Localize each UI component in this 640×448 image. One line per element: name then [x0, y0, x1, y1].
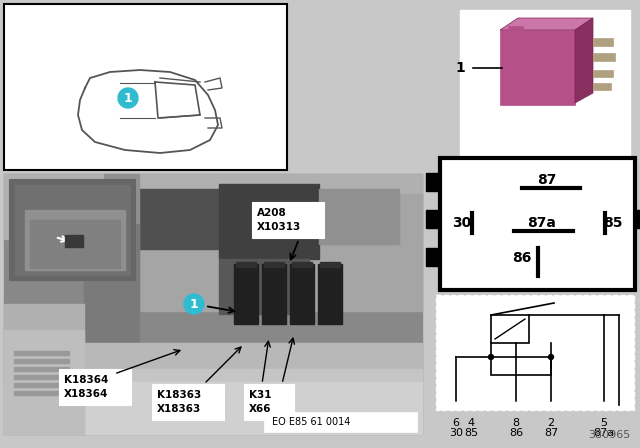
Bar [320, 262, 340, 267]
Text: 87a: 87a [593, 428, 614, 438]
Bar [244, 384, 294, 420]
Text: 85: 85 [464, 428, 478, 438]
Bar [4, 330, 84, 434]
Bar [593, 38, 613, 46]
Circle shape [488, 354, 493, 359]
Polygon shape [500, 18, 593, 30]
Bar [436, 295, 634, 410]
Bar [236, 262, 256, 267]
Bar [4, 4, 287, 170]
Text: X18364: X18364 [64, 389, 108, 399]
Circle shape [94, 109, 100, 115]
Bar [14, 383, 69, 387]
Text: 4: 4 [467, 418, 475, 428]
Text: 85: 85 [604, 216, 623, 230]
Bar [426, 210, 440, 228]
Bar [440, 158, 635, 290]
Bar [593, 83, 611, 90]
Bar [219, 259, 309, 314]
Bar [593, 70, 613, 77]
Bar [460, 10, 630, 155]
Circle shape [118, 88, 138, 108]
Text: K18363: K18363 [157, 390, 201, 400]
Text: K18364: K18364 [64, 375, 108, 385]
Bar [4, 174, 422, 239]
Bar [84, 224, 139, 354]
Bar [319, 189, 399, 244]
Text: 1: 1 [455, 61, 465, 75]
Text: EO E85 61 0014: EO E85 61 0014 [272, 417, 350, 427]
Text: 30: 30 [452, 216, 472, 230]
Bar [15, 185, 130, 275]
Bar [104, 194, 422, 311]
Circle shape [513, 402, 520, 409]
Bar [152, 384, 224, 420]
Text: 5: 5 [600, 418, 607, 428]
Circle shape [467, 402, 474, 409]
Text: 30: 30 [449, 428, 463, 438]
Bar [500, 30, 575, 105]
Bar [25, 210, 125, 270]
Text: X18363: X18363 [157, 404, 201, 414]
Text: 87: 87 [538, 173, 557, 187]
Text: 1: 1 [189, 297, 198, 310]
Text: X66: X66 [249, 404, 271, 414]
Text: 87: 87 [544, 428, 558, 438]
Circle shape [452, 402, 460, 409]
Bar [134, 189, 219, 249]
Bar [508, 26, 523, 34]
Bar [30, 220, 120, 268]
Bar [264, 262, 284, 267]
Bar [234, 264, 258, 324]
Bar [635, 210, 640, 228]
Circle shape [547, 402, 554, 409]
Bar [4, 382, 422, 434]
Polygon shape [575, 18, 593, 103]
Bar [14, 351, 69, 355]
Bar [4, 343, 422, 395]
Bar [14, 359, 69, 363]
Text: 86: 86 [512, 251, 532, 265]
Bar [65, 235, 83, 247]
Text: X10313: X10313 [257, 222, 301, 232]
Bar [262, 264, 286, 324]
Circle shape [548, 354, 554, 359]
Text: 6: 6 [452, 418, 460, 428]
Bar [318, 264, 342, 324]
Bar [4, 304, 84, 434]
Bar [14, 375, 69, 379]
Bar [59, 369, 131, 405]
Text: 86: 86 [509, 428, 523, 438]
Bar [491, 315, 529, 343]
Bar [14, 367, 69, 371]
Circle shape [600, 402, 607, 409]
Bar [491, 357, 551, 375]
Text: 1: 1 [124, 91, 132, 104]
Bar [219, 184, 319, 259]
Bar [104, 174, 139, 356]
Bar [426, 248, 440, 266]
Text: 87a: 87a [527, 216, 556, 230]
Bar [292, 262, 312, 267]
Bar [10, 180, 135, 280]
Bar [426, 173, 440, 191]
Bar [4, 174, 422, 434]
Bar [593, 53, 615, 61]
Circle shape [184, 294, 204, 314]
Text: 380965: 380965 [588, 430, 630, 440]
Text: K31: K31 [249, 390, 271, 400]
Bar [4, 369, 422, 434]
Text: 8: 8 [513, 418, 520, 428]
Bar [264, 412, 417, 432]
Bar [252, 202, 324, 238]
Text: 2: 2 [547, 418, 555, 428]
Text: A208: A208 [257, 208, 287, 218]
Bar [290, 264, 314, 324]
Bar [14, 391, 69, 395]
